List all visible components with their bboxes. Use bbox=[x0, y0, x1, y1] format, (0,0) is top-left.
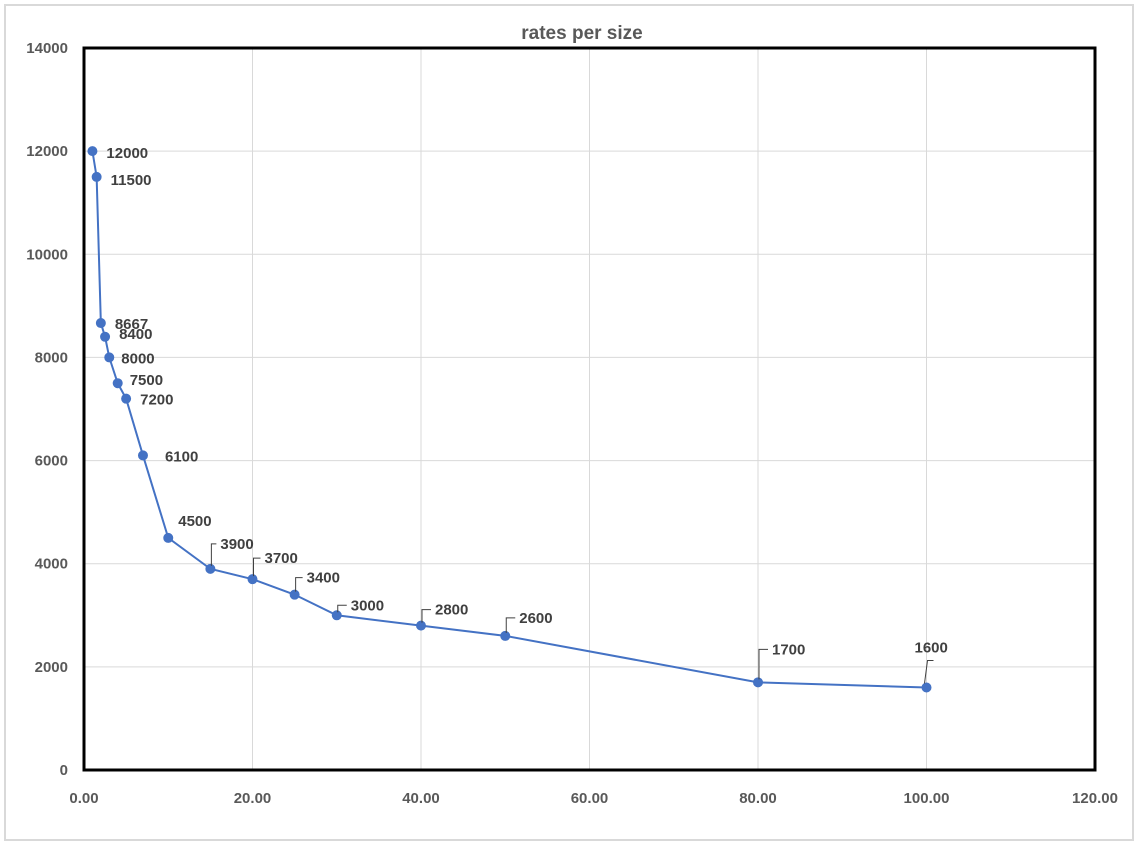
label-leader-line bbox=[337, 604, 347, 613]
data-label: 1700 bbox=[772, 641, 805, 658]
data-label: 8400 bbox=[119, 326, 152, 343]
data-point bbox=[91, 171, 102, 182]
series-line bbox=[91, 150, 927, 689]
data-point bbox=[289, 589, 300, 600]
label-leader-line bbox=[758, 648, 768, 680]
gridlines bbox=[83, 47, 1096, 771]
data-label: 8000 bbox=[121, 350, 154, 367]
axis-ticks: 0 2000 4000 6000 8000 10000 12000 14000 0.00 20.0… bbox=[26, 40, 1118, 807]
data-point bbox=[112, 378, 123, 389]
x-tick-label: 120.00 bbox=[1072, 790, 1118, 807]
data-label: 4500 bbox=[178, 513, 211, 530]
data-point bbox=[163, 532, 174, 543]
label-leader-line bbox=[924, 659, 934, 684]
data-label: 2600 bbox=[519, 610, 552, 627]
y-tick-label: 8000 bbox=[35, 349, 68, 366]
data-point bbox=[921, 682, 932, 693]
data-label: 3000 bbox=[351, 597, 384, 614]
data-point bbox=[137, 450, 148, 461]
y-tick-label: 14000 bbox=[26, 40, 68, 57]
data-label: 2800 bbox=[435, 602, 468, 619]
data-point bbox=[121, 393, 132, 404]
data-point bbox=[100, 331, 111, 342]
series bbox=[87, 146, 932, 693]
label-leader-line bbox=[505, 617, 516, 633]
data-point bbox=[247, 574, 258, 585]
label-leader-line bbox=[295, 577, 303, 592]
x-tick-label: 60.00 bbox=[571, 790, 609, 807]
data-label: 3400 bbox=[307, 570, 340, 587]
data-label: 1600 bbox=[915, 639, 948, 656]
data-label: 3900 bbox=[220, 536, 253, 553]
y-tick-label: 2000 bbox=[35, 659, 68, 676]
data-point bbox=[416, 620, 426, 631]
data-point bbox=[753, 677, 763, 688]
data-point bbox=[87, 146, 98, 157]
x-tick-label: 80.00 bbox=[739, 790, 777, 807]
chart-title: rates per size bbox=[521, 23, 642, 44]
data-point bbox=[104, 352, 115, 363]
label-leader-line bbox=[421, 609, 431, 623]
data-label: 3700 bbox=[265, 550, 298, 567]
label-leader-line bbox=[253, 557, 261, 577]
data-label: 7500 bbox=[130, 372, 163, 389]
y-tick-label: 10000 bbox=[26, 246, 68, 263]
data-label: 6100 bbox=[165, 448, 198, 465]
data-point bbox=[205, 563, 216, 574]
chart-frame bbox=[4, 4, 1134, 841]
x-tick-label: 40.00 bbox=[402, 790, 440, 807]
data-label: 12000 bbox=[106, 145, 148, 162]
data-point bbox=[95, 318, 106, 329]
label-leader-line bbox=[210, 543, 217, 566]
x-tick-label: 0.00 bbox=[69, 790, 98, 807]
data-point bbox=[500, 630, 511, 641]
y-tick-label: 4000 bbox=[35, 556, 68, 573]
x-tick-label: 100.00 bbox=[904, 790, 950, 807]
data-label: 11500 bbox=[111, 172, 152, 189]
x-tick-label: 20.00 bbox=[234, 790, 272, 807]
data-label: 8667 bbox=[115, 316, 148, 333]
y-tick-label: 12000 bbox=[26, 143, 68, 160]
plot-area-border bbox=[82, 46, 1097, 772]
y-tick-label: 0 bbox=[60, 762, 68, 779]
y-tick-label: 6000 bbox=[35, 453, 68, 470]
data-point bbox=[331, 610, 342, 621]
data-label: 7200 bbox=[140, 392, 173, 409]
